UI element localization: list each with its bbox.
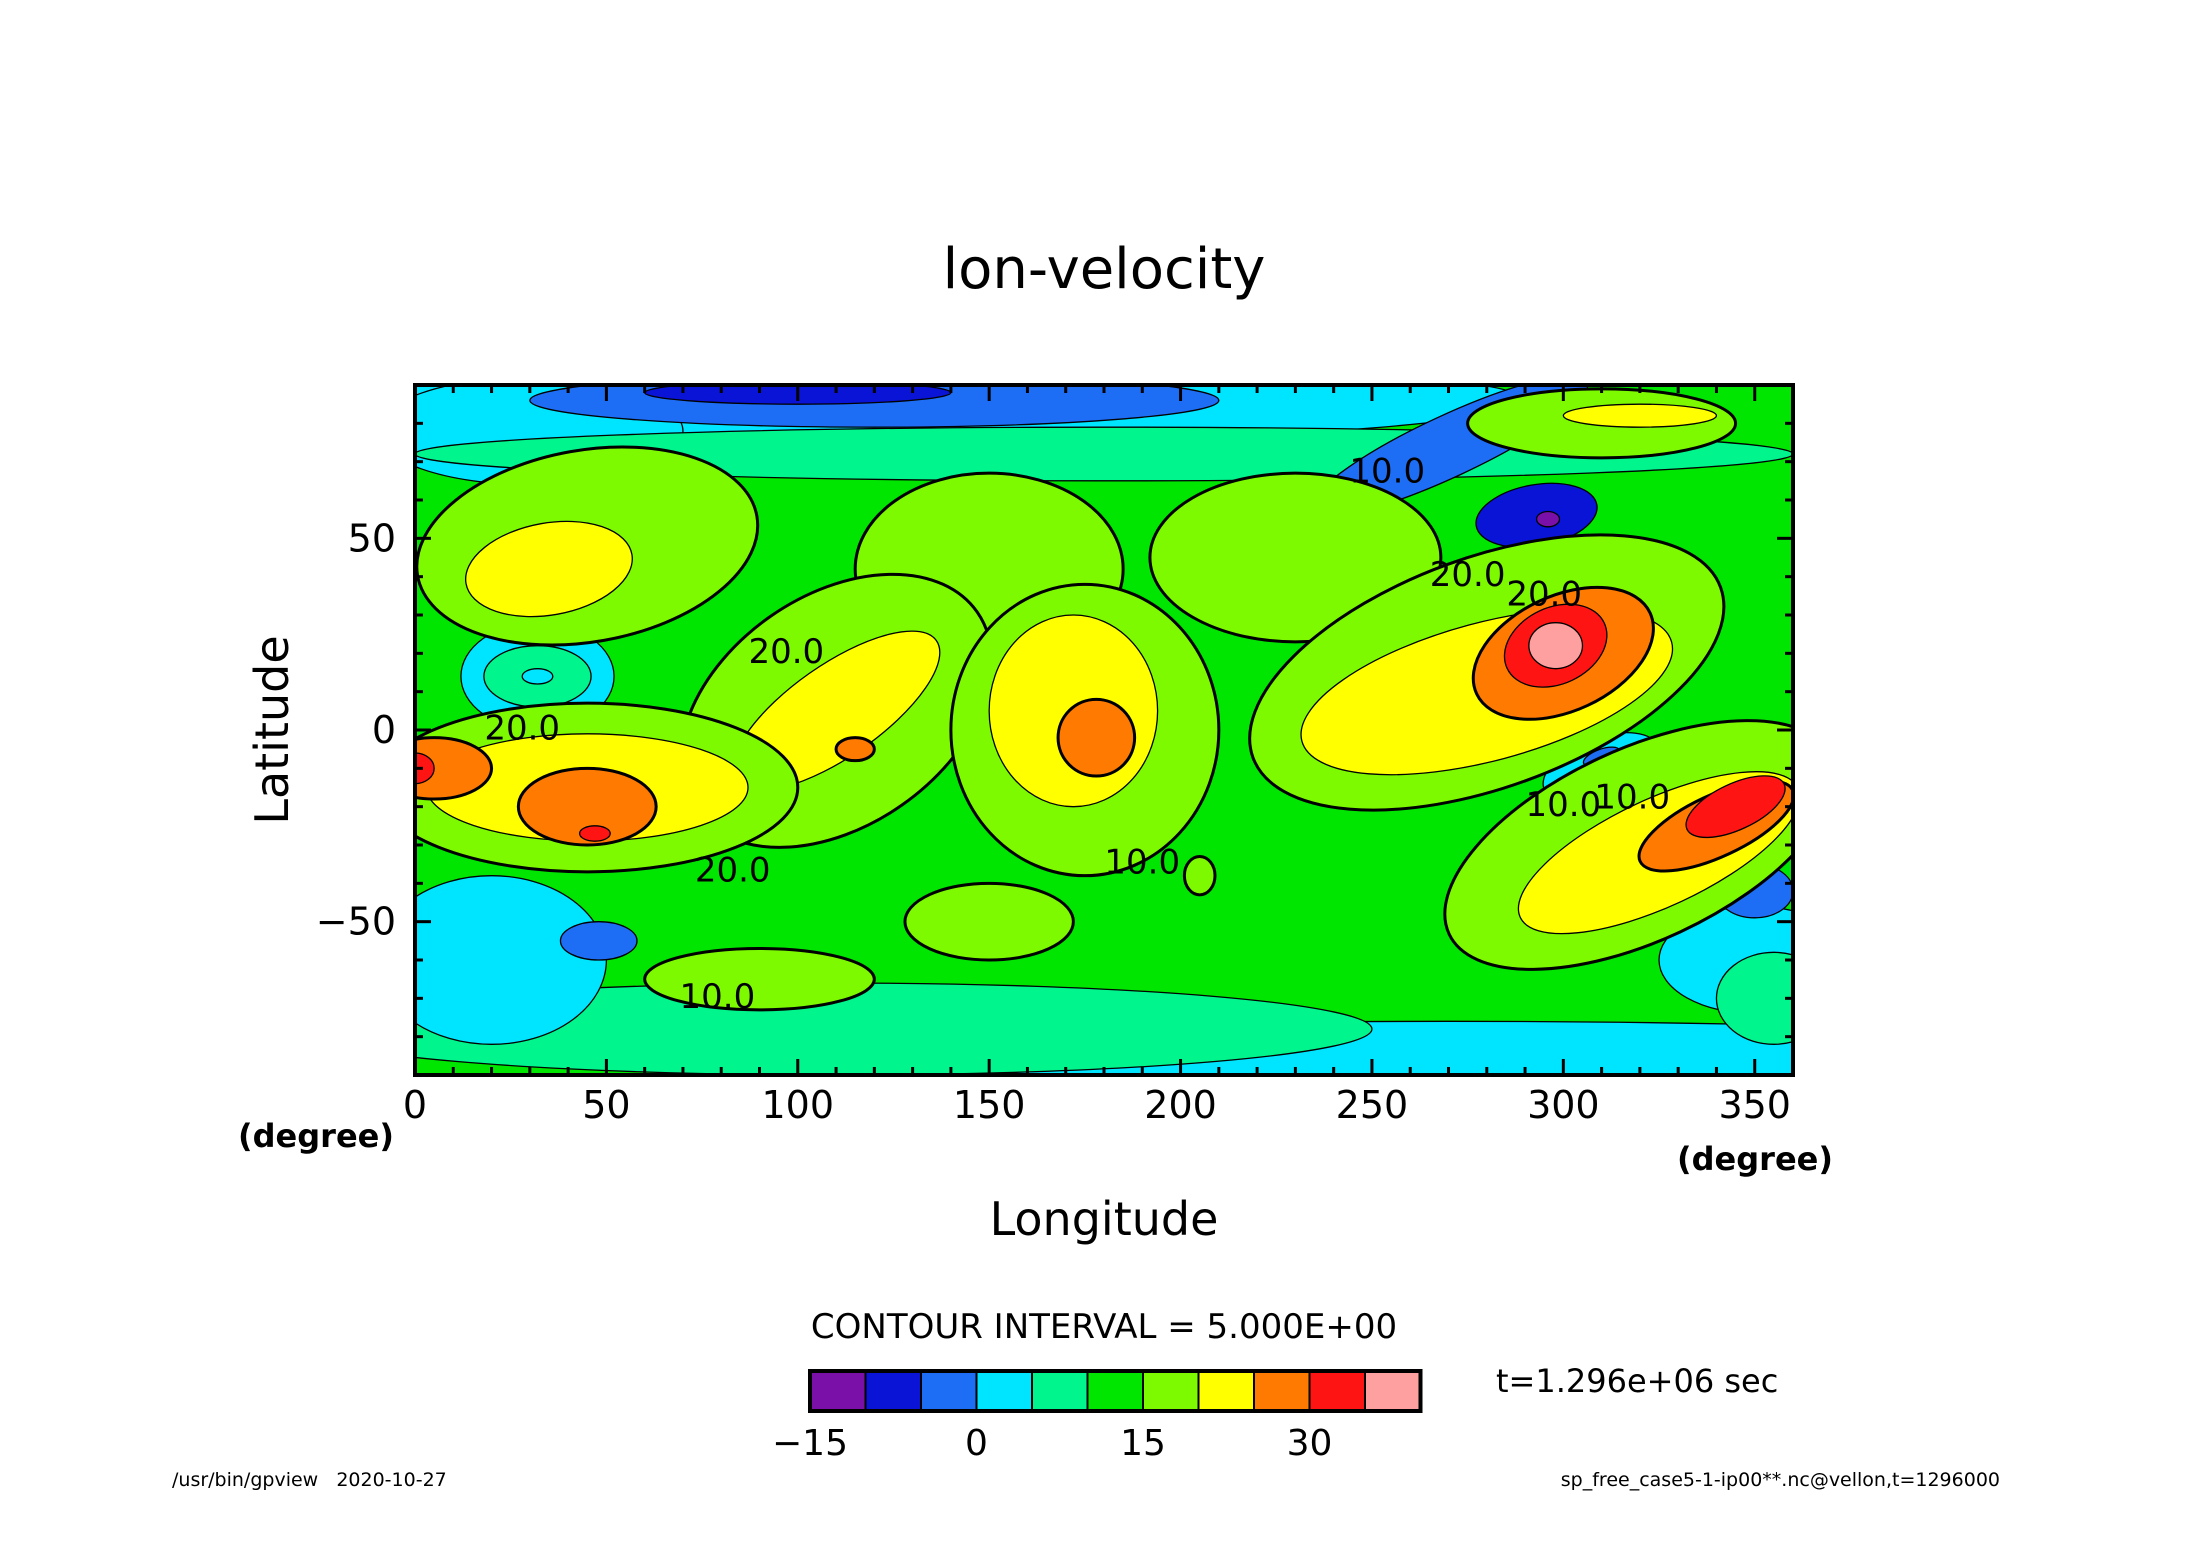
- contour-region: [1528, 622, 1584, 670]
- x-tick-label: 50: [582, 1083, 630, 1127]
- x-unit-label-left: (degree): [238, 1117, 394, 1155]
- colorbar-swatch: [920, 1370, 978, 1412]
- colorbar-tick-label: 0: [965, 1423, 988, 1464]
- x-tick-label: 300: [1527, 1083, 1600, 1127]
- y-axis-label: Latitude: [245, 635, 299, 824]
- contour-region: [1182, 855, 1217, 897]
- y-tick-label: 0: [372, 708, 396, 752]
- x-tick-label: 150: [953, 1083, 1026, 1127]
- colorbar-swatch: [809, 1370, 867, 1412]
- contour-label: 20.0: [695, 850, 771, 890]
- contour-region: [1562, 403, 1718, 428]
- contour-region: [465, 520, 633, 618]
- x-tick-label: 250: [1336, 1083, 1409, 1127]
- colorbar-swatch: [1197, 1370, 1255, 1412]
- colorbar-tick-label: 15: [1120, 1423, 1166, 1464]
- contour-region: [578, 825, 611, 842]
- contour-labels: 10.020.020.020.010.020.010.010.020.010.0: [484, 452, 1670, 1017]
- contour-label: 10.0: [680, 977, 756, 1017]
- contour-region: [1685, 775, 1786, 839]
- footer-right: sp_free_case5-1-ip00**.nc@vellon,t=12960…: [1561, 1469, 2000, 1491]
- colorbar-tick-label: −15: [772, 1423, 848, 1464]
- colorbar-swatch: [1031, 1370, 1089, 1412]
- contour-label: 20.0: [748, 632, 824, 672]
- colorbar-swatch: [1253, 1370, 1311, 1412]
- contour-region: [1056, 697, 1137, 778]
- y-axis: −50 0 50: [316, 383, 1793, 1077]
- contour-region: [521, 668, 554, 685]
- colorbar-swatch: [1086, 1370, 1144, 1412]
- contour-region: [903, 881, 1075, 962]
- contour-region: [516, 766, 658, 847]
- chart-title: lon-velocity: [943, 237, 1266, 302]
- colorbar-tick-label: 30: [1287, 1423, 1333, 1464]
- contour-field: [415, 385, 1793, 1075]
- contour-region: [834, 736, 876, 763]
- colorbar-swatch: [1142, 1370, 1200, 1412]
- x-unit-label-right: (degree): [1677, 1140, 1833, 1178]
- colorbar: −15 0 15 30: [772, 1369, 1423, 1464]
- x-axis-label: Longitude: [990, 1192, 1219, 1246]
- contour-label: 10.0: [1349, 452, 1425, 492]
- x-tick-label: 350: [1718, 1083, 1791, 1127]
- y-tick-label: −50: [316, 900, 396, 944]
- contour-region: [1535, 510, 1561, 528]
- contour-region: [415, 736, 494, 801]
- contour-label: 20.0: [484, 709, 560, 749]
- contour-region: [559, 921, 638, 961]
- colorbar-frame: [808, 1369, 1423, 1413]
- x-tick-label: 100: [762, 1083, 835, 1127]
- contour-region: [643, 947, 876, 1012]
- x-axis: 0 50 100 150 200 250 300 350: [403, 385, 1795, 1127]
- contour-region: [1715, 951, 1793, 1045]
- contour-region: [415, 875, 608, 1045]
- y-tick-label: 50: [348, 516, 396, 560]
- colorbar-swatch: [1308, 1370, 1366, 1412]
- time-label: t=1.296e+06 sec: [1496, 1362, 1778, 1400]
- colorbar-swatch: [975, 1370, 1033, 1412]
- contour-label: 10.0: [1104, 843, 1180, 883]
- x-tick-label: 0: [403, 1083, 427, 1127]
- contour-label: 20.0: [1506, 574, 1582, 614]
- footer-left: /usr/bin/gpview 2020-10-27: [172, 1469, 447, 1491]
- contour-label: 20.0: [1430, 555, 1506, 595]
- contour-interval-text: CONTOUR INTERVAL = 5.000E+00: [811, 1307, 1397, 1347]
- contour-label: 10.0: [1594, 778, 1670, 818]
- colorbar-swatch: [1364, 1370, 1422, 1412]
- x-tick-label: 200: [1144, 1083, 1217, 1127]
- colorbar-swatch: [864, 1370, 922, 1412]
- contour-label: 10.0: [1525, 785, 1601, 825]
